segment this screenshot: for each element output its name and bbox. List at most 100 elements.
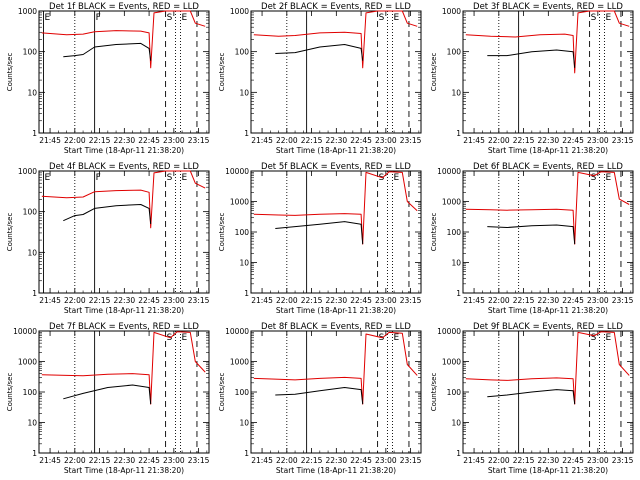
x-tick-label: 22:15 <box>89 456 111 465</box>
x-tick-label: 22:15 <box>301 456 323 465</box>
y-tick-label: 1 <box>244 449 249 458</box>
x-tick-label: 22:00 <box>488 456 510 465</box>
y-tick-label: 10 <box>451 259 461 268</box>
x-tick-label: 22:30 <box>326 296 348 305</box>
event-marker-label: F <box>96 13 101 23</box>
x-tick-label: 22:45 <box>138 136 160 145</box>
y-tick-label: 10000 <box>225 327 249 336</box>
x-tick-label: 22:00 <box>64 456 86 465</box>
events-series-line <box>487 389 576 405</box>
event-marker-label: E <box>393 333 399 343</box>
event-marker-label: F <box>96 173 101 183</box>
plot-frame <box>462 10 634 134</box>
y-tick-label: 10 <box>451 419 461 428</box>
x-tick-label: 23:00 <box>587 296 609 305</box>
x-tick-label: 21:45 <box>251 136 273 145</box>
y-tick-label: 100 <box>235 48 250 57</box>
y-tick-label: 10000 <box>13 327 37 336</box>
x-tick-label: 22:15 <box>301 296 323 305</box>
x-tick-label: 23:15 <box>188 136 210 145</box>
chart-panel: Det 2f BLACK = Events, RED = LLD 1 10 100 10… <box>218 2 422 155</box>
y-tick-label: 1000 <box>442 358 461 367</box>
chart-panel: Det 7f BLACK = Events, RED = LLD 1 10 100 10… <box>6 322 210 475</box>
y-tick-label: 1 <box>456 449 461 458</box>
y-axis-label: Counts/sec <box>430 53 438 92</box>
y-tick-label: 100 <box>447 228 462 237</box>
y-axis-label: Counts/sec <box>6 53 14 92</box>
x-tick-label: 23:00 <box>587 456 609 465</box>
x-tick-label: 22:45 <box>562 296 584 305</box>
x-tick-label: 23:15 <box>612 136 634 145</box>
y-tick-label: 100 <box>235 388 250 397</box>
y-tick-label: 100 <box>235 228 250 237</box>
chart-title: Det 6f BLACK = Events, RED = LLD <box>473 162 623 172</box>
lld-series-line <box>465 10 630 74</box>
x-tick-label: 22:30 <box>538 456 560 465</box>
y-tick-label: 1000 <box>442 198 461 207</box>
x-tick-label: 22:00 <box>276 136 298 145</box>
x-tick-label: 22:30 <box>326 456 348 465</box>
chart-title: Det 7f BLACK = Events, RED = LLD <box>49 322 199 332</box>
x-tick-label: 22:30 <box>538 296 560 305</box>
y-tick-label: 1 <box>244 129 249 138</box>
x-tick-label: 22:45 <box>562 136 584 145</box>
plot-frame <box>250 330 422 454</box>
y-tick-label: 1000 <box>18 167 37 176</box>
x-tick-label: 21:45 <box>39 136 61 145</box>
x-axis-label: Start Time (18-Apr-11 21:38:20) <box>64 306 184 315</box>
chart-panel: Det 3f BLACK = Events, RED = LLD 1 10 100 10… <box>430 2 634 155</box>
chart-title: Det 4f BLACK = Events, RED = LLD <box>49 162 199 172</box>
y-axis-label: Counts/sec <box>218 213 226 252</box>
event-marker-label: S <box>379 13 385 23</box>
event-marker-label: E <box>605 13 611 23</box>
events-series-line <box>487 224 576 245</box>
x-tick-label: 21:45 <box>463 456 485 465</box>
events-series-line <box>63 42 152 61</box>
x-axis-label: Start Time (18-Apr-11 21:38:20) <box>488 306 608 315</box>
x-tick-label: 22:15 <box>89 296 111 305</box>
y-tick-label: 1000 <box>230 198 249 207</box>
x-tick-label: 22:15 <box>301 136 323 145</box>
x-tick-label: 22:00 <box>276 296 298 305</box>
x-tick-label: 21:45 <box>463 136 485 145</box>
x-tick-label: 22:00 <box>488 136 510 145</box>
y-tick-label: 1 <box>32 449 37 458</box>
x-tick-label: 23:00 <box>375 136 397 145</box>
x-tick-label: 22:45 <box>138 296 160 305</box>
y-tick-label: 10 <box>451 88 461 97</box>
x-tick-label: 21:45 <box>251 456 273 465</box>
x-tick-label: 23:15 <box>400 296 422 305</box>
x-axis-label: Start Time (18-Apr-11 21:38:20) <box>64 466 184 475</box>
event-marker-label: E <box>181 173 187 183</box>
plot-frame <box>38 10 210 134</box>
event-marker-label: E <box>605 333 611 343</box>
x-tick-label: 21:45 <box>251 296 273 305</box>
events-series-line <box>63 204 152 224</box>
y-tick-label: 1000 <box>442 7 461 16</box>
y-tick-label: 1 <box>456 289 461 298</box>
y-axis-label: Counts/sec <box>218 373 226 412</box>
events-series-line <box>275 387 364 405</box>
x-tick-label: 22:30 <box>114 456 136 465</box>
y-axis-label: Counts/sec <box>218 53 226 92</box>
chart-panel: Det 6f BLACK = Events, RED = LLD 1 10 100 10… <box>430 162 634 315</box>
chart-title: Det 2f BLACK = Events, RED = LLD <box>261 2 411 12</box>
plot-frame <box>250 170 422 294</box>
y-axis-label: Counts/sec <box>6 213 14 252</box>
y-tick-label: 10 <box>27 248 37 257</box>
events-series-line <box>275 44 364 61</box>
x-axis-label: Start Time (18-Apr-11 21:38:20) <box>276 466 396 475</box>
chart-panel: Det 5f BLACK = Events, RED = LLD 1 10 100 10… <box>218 162 422 315</box>
x-tick-label: 22:30 <box>326 136 348 145</box>
x-tick-label: 22:45 <box>350 136 372 145</box>
event-marker-label: S <box>591 173 597 183</box>
y-tick-label: 100 <box>23 388 38 397</box>
y-tick-label: 1000 <box>18 358 37 367</box>
chart-title: Det 9f BLACK = Events, RED = LLD <box>473 322 623 332</box>
x-tick-label: 23:15 <box>612 456 634 465</box>
events-series-line <box>63 384 152 405</box>
chart-title: Det 1f BLACK = Events, RED = LLD <box>49 2 199 12</box>
event-marker-label: E <box>181 13 187 23</box>
x-tick-label: 22:45 <box>138 456 160 465</box>
